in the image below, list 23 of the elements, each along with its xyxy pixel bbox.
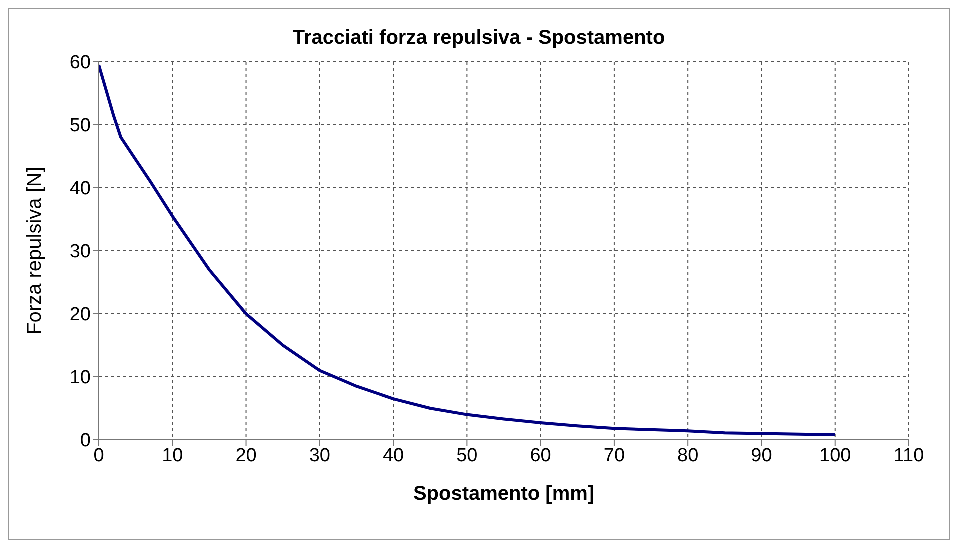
y-axis-title: Forza repulsiva [N] bbox=[24, 167, 46, 335]
x-tick-label: 60 bbox=[530, 445, 552, 466]
x-tick-label: 0 bbox=[94, 445, 104, 466]
x-tick-label: 10 bbox=[162, 445, 184, 466]
x-axis-title: Spostamento [mm] bbox=[413, 483, 595, 505]
x-tick-label: 30 bbox=[309, 445, 330, 466]
y-tick-label: 60 bbox=[70, 52, 91, 74]
x-tick-label: 90 bbox=[751, 445, 772, 466]
y-tick-label: 10 bbox=[70, 368, 91, 389]
x-tick-label: 20 bbox=[236, 445, 257, 466]
y-tick-label: 50 bbox=[70, 116, 91, 137]
y-tick-label: 40 bbox=[70, 178, 91, 200]
y-tick-label: 20 bbox=[70, 304, 91, 326]
x-tick-label: 110 bbox=[894, 445, 924, 466]
x-tick-label: 70 bbox=[604, 445, 626, 466]
y-tick-label: 30 bbox=[70, 242, 91, 263]
x-tick-label: 40 bbox=[382, 445, 404, 466]
chart-title: Tracciati forza repulsiva - Spostamento bbox=[292, 27, 666, 50]
y-tick-label: 0 bbox=[80, 430, 91, 452]
line-series bbox=[99, 64, 837, 436]
x-tick-label: 80 bbox=[678, 445, 699, 466]
x-tick-label: 100 bbox=[820, 445, 852, 466]
x-tick-label: 50 bbox=[456, 445, 478, 466]
